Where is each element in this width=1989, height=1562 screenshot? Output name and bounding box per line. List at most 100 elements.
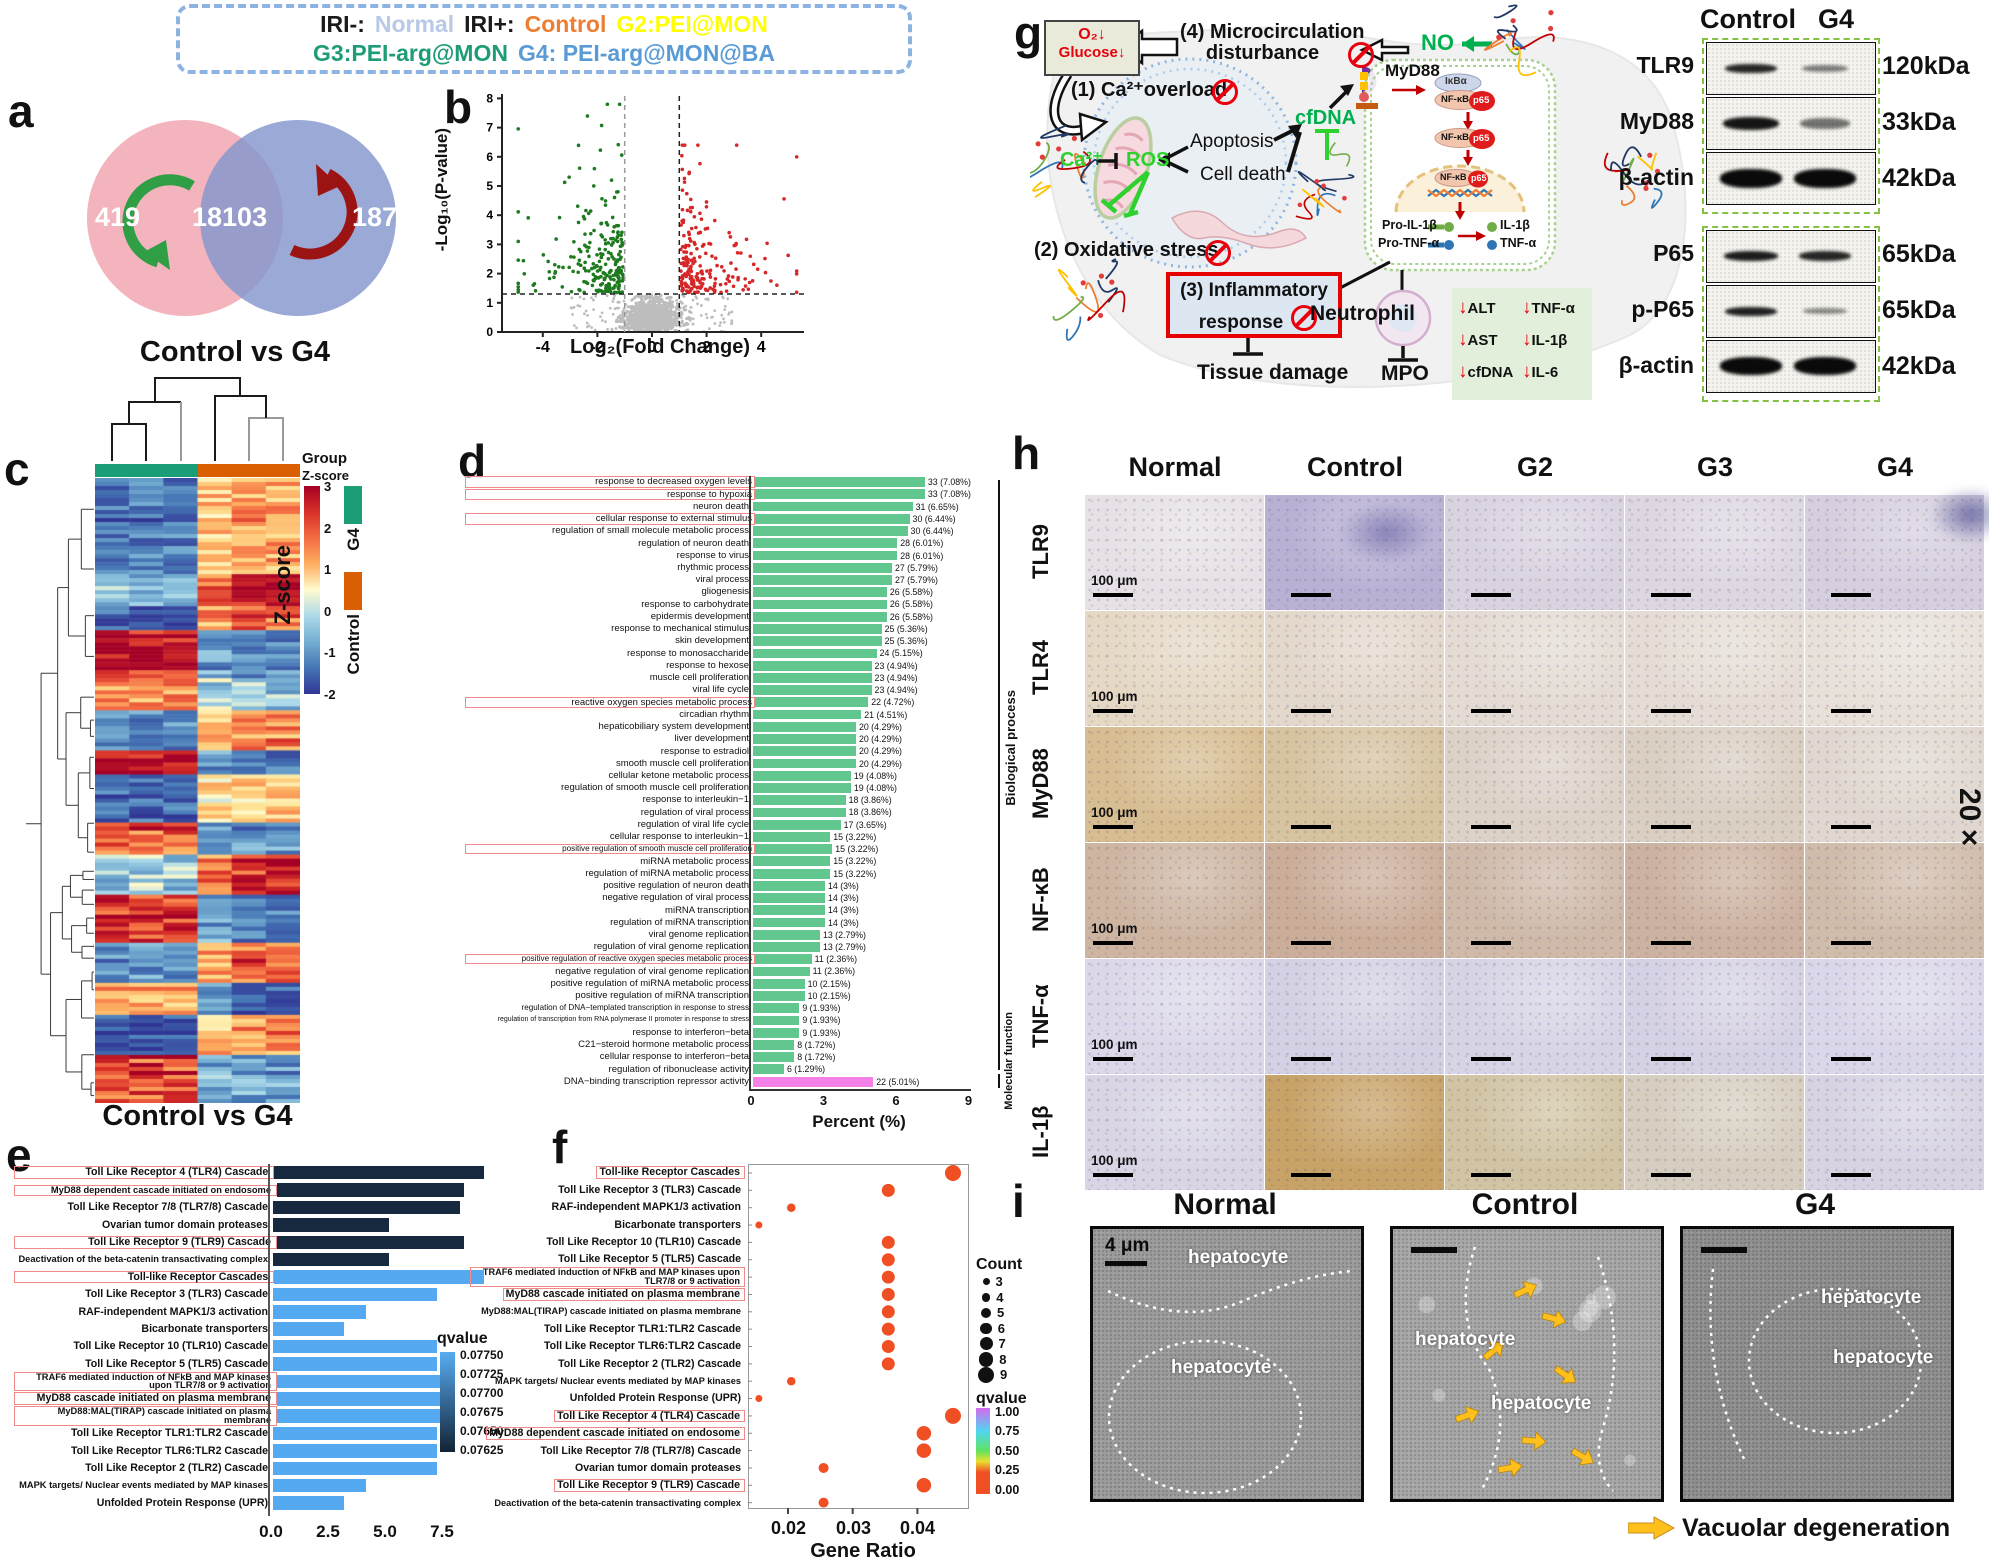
go-bar-row: liver development 20 (4.29%) <box>465 733 1025 745</box>
venn-right-count: 187 <box>352 202 398 232</box>
pathway-bar <box>277 1183 464 1197</box>
go-bar-row: rhythmic process 27 (5.79%) <box>465 562 1025 574</box>
ihc-image <box>1265 727 1444 842</box>
pathway-bar <box>273 1200 460 1215</box>
go-term-label: regulation of DNA−templated transcriptio… <box>521 1003 749 1013</box>
pathway-label: MyD88 cascade initiated on plasma membra… <box>14 1392 277 1406</box>
go-bar <box>753 672 872 683</box>
go-bar <box>753 880 825 891</box>
ihc-col-header: G4 <box>1876 452 1914 482</box>
pathway-label: Toll Like Receptor TLR1:TLR2 Cascade <box>70 1427 268 1440</box>
section-mf: Molecular function <box>1003 1012 1015 1110</box>
go-term-label: response to decreased oxygen levels <box>465 476 755 488</box>
panel-a-label: a <box>8 85 34 137</box>
pathway-bar-row: Toll Like Receptor TLR1:TLR2 Cascade <box>14 1425 484 1442</box>
count-dot <box>982 1278 990 1286</box>
go-bar-value: 31 (6.65%) <box>915 501 959 512</box>
e-xtick: 2.5 <box>316 1522 340 1541</box>
scale-bar <box>1831 941 1871 945</box>
count-legend: Count 3 4 5 6 7 8 9 <box>976 1256 1022 1383</box>
d-axis-line <box>749 476 751 1090</box>
go-bar-value: 14 (3%) <box>828 893 859 904</box>
pathway-bar <box>277 1374 442 1389</box>
go-bar-value: 20 (4.29%) <box>858 746 902 757</box>
go-bar <box>755 489 925 500</box>
mpo-text: MPO <box>1381 362 1429 385</box>
hepatocyte-label: hepatocyte <box>1821 1287 1922 1308</box>
go-term-label: smooth muscle cell proliferation <box>615 757 749 769</box>
f-qvalue-labels: 1.00 0.75 0.50 0.25 0.00 <box>995 1406 1019 1496</box>
svg-text:1: 1 <box>486 296 493 310</box>
dotplot-label: Toll Like Receptor 3 (TLR3) Cascade <box>558 1183 741 1196</box>
e-qvalue-label: 0.07750 <box>460 1348 504 1362</box>
go-bar <box>755 477 925 488</box>
ihc-image <box>1625 1075 1804 1190</box>
go-bar-value: 33 (7.08%) <box>927 489 971 500</box>
pathway-bar <box>274 1270 484 1284</box>
pathway-label: MAPK targets/ Nuclear events mediated by… <box>19 1480 268 1491</box>
pathway-label: MyD88 dependent cascade initiated on end… <box>14 1184 277 1196</box>
pathway-bar-row: MyD88:MAL(TIRAP) cascade initiated on pl… <box>14 1406 484 1426</box>
count-dot <box>981 1307 991 1318</box>
control-swatch-label: Control <box>344 614 363 675</box>
zscore-axis-label: Z-score <box>270 545 295 625</box>
e-xtick: 5.0 <box>373 1522 397 1541</box>
wb-kda-label: 42kDa <box>1882 164 1956 192</box>
ihc-image <box>1445 727 1624 842</box>
go-bar-row: response to hexose 23 (4.94%) <box>465 660 1025 672</box>
go-bar-row: response to monosaccharide 24 (5.15%) <box>465 647 1025 659</box>
e-qvalue-label: 0.07700 <box>460 1386 504 1400</box>
go-term-label: regulation of smooth muscle cell prolife… <box>561 782 749 794</box>
scale-bar <box>1471 593 1511 597</box>
count-legend-title: Count <box>976 1256 1023 1273</box>
go-bar-value: 9 (1.93%) <box>802 1015 841 1026</box>
go-bar-value: 19 (4.08%) <box>853 782 897 793</box>
wb-group-1 <box>1702 38 1880 214</box>
legend-term: G4: PEI-arg@MON@BA <box>517 40 775 66</box>
go-bar-row: viral process 27 (5.79%) <box>465 574 1025 586</box>
go-bar-row: regulation of viral life cycle 17 (3.65%) <box>465 819 1025 831</box>
pathway-bar-row: Ovarian tumor domain proteases <box>14 1216 484 1233</box>
down-arrow-icon: ↓ <box>1458 297 1468 318</box>
dotplot-label: Toll Like Receptor TLR6:TLR2 Cascade <box>543 1340 741 1353</box>
go-bar-value: 6 (1.29%) <box>786 1064 826 1075</box>
ca-overload-text: (1) Ca²⁺overload <box>1071 79 1228 101</box>
down-arrow-icon <box>122 174 195 268</box>
go-term-label: positive regulation of miRNA transcripti… <box>575 990 749 1002</box>
ihc-image <box>1265 495 1444 610</box>
go-bar-row: response to carbohydrate 26 (5.58%) <box>465 598 1025 610</box>
no-symbol-icon <box>1348 42 1374 68</box>
pathway-bar <box>273 1426 438 1441</box>
ihc-row-label: IL-1β <box>1028 1105 1053 1159</box>
pathway-label: RAF-independent MAPK1/3 activation <box>78 1305 268 1318</box>
go-bar-value: 27 (5.79%) <box>894 562 938 573</box>
go-bar-row: response to estradiol 20 (4.29%) <box>465 745 1025 757</box>
scale-bar <box>1093 1173 1133 1177</box>
go-bar-value: 24 (5.15%) <box>879 648 923 659</box>
section-bp: Biological process <box>1003 690 1018 806</box>
pathway-bar-row: Toll Like Receptor 7/8 (TLR7/8) Cascade <box>14 1199 484 1216</box>
colorbar-tick: 3 <box>324 479 332 494</box>
scale-bar <box>1651 825 1691 829</box>
go-bar-row: regulation of smooth muscle cell prolife… <box>465 782 1025 794</box>
dotplot-label: MyD88 cascade initiated on plasma membra… <box>502 1288 745 1301</box>
go-term-label: hepaticobiliary system development <box>598 721 750 733</box>
legend-term: IRI-: <box>320 11 365 38</box>
go-bar <box>753 1040 795 1050</box>
go-bar-value: 30 (6.44%) <box>912 513 956 524</box>
em-image: hepatocyte hepatocyte 4 μm <box>1090 1226 1364 1502</box>
dotplot-label: Toll Like Receptor TLR1:TLR2 Cascade <box>543 1322 741 1335</box>
colorbar-tick: -2 <box>324 687 336 702</box>
go-bar <box>753 832 831 842</box>
wb-protein-label: p-P65 <box>1631 296 1694 322</box>
wb-band <box>1723 116 1779 130</box>
wb-band <box>1802 64 1848 72</box>
dotplot-row: Toll Like Receptor TLR6:TLR2 Cascade <box>470 1338 745 1355</box>
go-term-label: cellular response to interleukin−1 <box>609 831 749 843</box>
pathway-bar <box>273 1218 390 1232</box>
marker-name: TNF-α <box>1531 300 1575 317</box>
ihc-col-header: G2 <box>1516 452 1554 482</box>
nfkb-text: NF-κB <box>1441 132 1469 143</box>
bp-bracket <box>998 480 1000 1070</box>
wb-protein-label: β-actin <box>1618 352 1694 378</box>
